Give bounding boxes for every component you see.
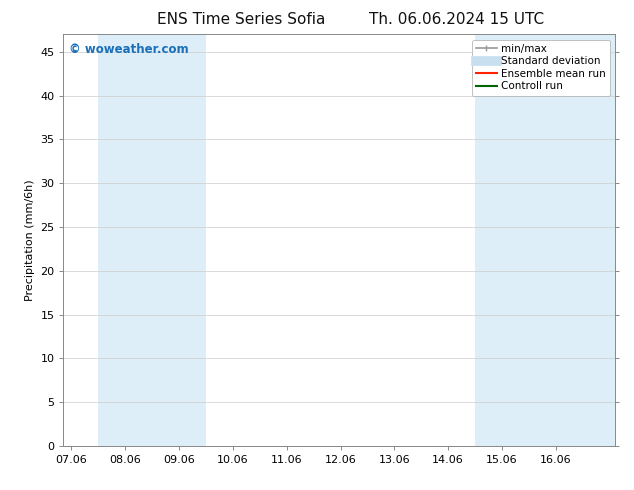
Bar — [152, 34, 206, 446]
Y-axis label: Precipitation (mm/6h): Precipitation (mm/6h) — [25, 179, 35, 301]
Bar — [529, 34, 583, 446]
Bar — [98, 34, 152, 446]
Text: Th. 06.06.2024 15 UTC: Th. 06.06.2024 15 UTC — [369, 12, 544, 27]
Text: ENS Time Series Sofia: ENS Time Series Sofia — [157, 12, 325, 27]
Bar — [475, 34, 529, 446]
Bar — [583, 34, 615, 446]
Legend: min/max, Standard deviation, Ensemble mean run, Controll run: min/max, Standard deviation, Ensemble me… — [472, 40, 610, 96]
Text: © woweather.com: © woweather.com — [69, 43, 188, 55]
